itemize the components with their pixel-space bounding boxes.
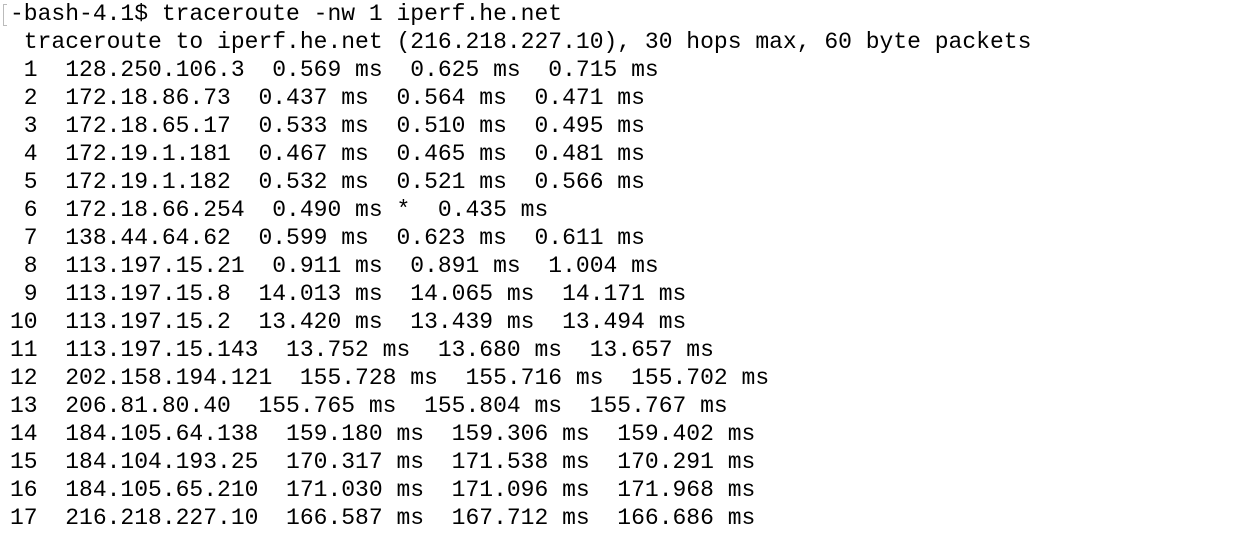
hop-line: 10 113.197.15.2 13.420 ms 13.439 ms 13.4…: [10, 309, 687, 335]
hop-line: 4 172.19.1.181 0.467 ms 0.465 ms 0.481 m…: [10, 141, 645, 167]
hop-line: 9 113.197.15.8 14.013 ms 14.065 ms 14.17…: [10, 281, 687, 307]
hop-line: 16 184.105.65.210 171.030 ms 171.096 ms …: [10, 477, 756, 503]
hop-line: 7 138.44.64.62 0.599 ms 0.623 ms 0.611 m…: [10, 225, 645, 251]
hop-line: 5 172.19.1.182 0.532 ms 0.521 ms 0.566 m…: [10, 169, 645, 195]
cursor-mark: [3, 4, 7, 26]
prompt-line: -bash-4.1$ traceroute -nw 1 iperf.he.net: [10, 1, 563, 27]
hop-line: 11 113.197.15.143 13.752 ms 13.680 ms 13…: [10, 337, 714, 363]
hop-line: 14 184.105.64.138 159.180 ms 159.306 ms …: [10, 421, 756, 447]
output-header: traceroute to iperf.he.net (216.218.227.…: [10, 29, 1032, 55]
hop-line: 17 216.218.227.10 166.587 ms 167.712 ms …: [10, 505, 756, 531]
hop-line: 12 202.158.194.121 155.728 ms 155.716 ms…: [10, 365, 770, 391]
hop-line: 1 128.250.106.3 0.569 ms 0.625 ms 0.715 …: [10, 57, 659, 83]
hop-line: 15 184.104.193.25 170.317 ms 171.538 ms …: [10, 449, 756, 475]
hop-line: 2 172.18.86.73 0.437 ms 0.564 ms 0.471 m…: [10, 85, 645, 111]
hop-line: 13 206.81.80.40 155.765 ms 155.804 ms 15…: [10, 393, 728, 419]
hop-line: 6 172.18.66.254 0.490 ms * 0.435 ms: [10, 197, 549, 223]
hop-line: 3 172.18.65.17 0.533 ms 0.510 ms 0.495 m…: [10, 113, 645, 139]
hop-line: 8 113.197.15.21 0.911 ms 0.891 ms 1.004 …: [10, 253, 659, 279]
